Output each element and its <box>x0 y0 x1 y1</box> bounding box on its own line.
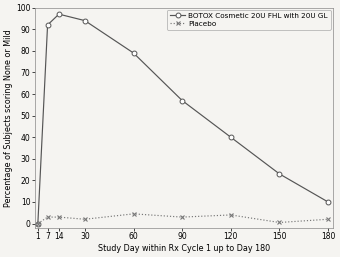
BOTOX Cosmetic 20U FHL with 20U GL <box>36 222 40 225</box>
BOTOX Cosmetic 20U FHL with 20U GL <box>83 19 87 22</box>
BOTOX Cosmetic 20U FHL with 20U GL <box>132 51 136 54</box>
Placebo <box>83 218 87 221</box>
BOTOX Cosmetic 20U FHL with 20U GL <box>229 136 233 139</box>
BOTOX Cosmetic 20U FHL with 20U GL <box>180 99 184 102</box>
Legend: BOTOX Cosmetic 20U FHL with 20U GL, Placebo: BOTOX Cosmetic 20U FHL with 20U GL, Plac… <box>167 10 331 30</box>
Placebo <box>57 216 61 219</box>
Placebo <box>180 216 184 219</box>
Placebo <box>229 213 233 216</box>
Line: Placebo: Placebo <box>35 212 330 226</box>
Placebo <box>132 212 136 215</box>
Placebo <box>46 216 50 219</box>
Line: BOTOX Cosmetic 20U FHL with 20U GL: BOTOX Cosmetic 20U FHL with 20U GL <box>35 12 330 226</box>
X-axis label: Study Day within Rx Cycle 1 up to Day 180: Study Day within Rx Cycle 1 up to Day 18… <box>98 244 270 253</box>
Placebo <box>36 222 40 225</box>
BOTOX Cosmetic 20U FHL with 20U GL <box>57 13 61 16</box>
BOTOX Cosmetic 20U FHL with 20U GL <box>277 172 282 176</box>
Y-axis label: Percentage of Subjects scoring None or Mild: Percentage of Subjects scoring None or M… <box>4 29 13 207</box>
Placebo <box>326 218 330 221</box>
Placebo <box>277 221 282 224</box>
BOTOX Cosmetic 20U FHL with 20U GL <box>46 23 50 26</box>
BOTOX Cosmetic 20U FHL with 20U GL <box>326 200 330 204</box>
